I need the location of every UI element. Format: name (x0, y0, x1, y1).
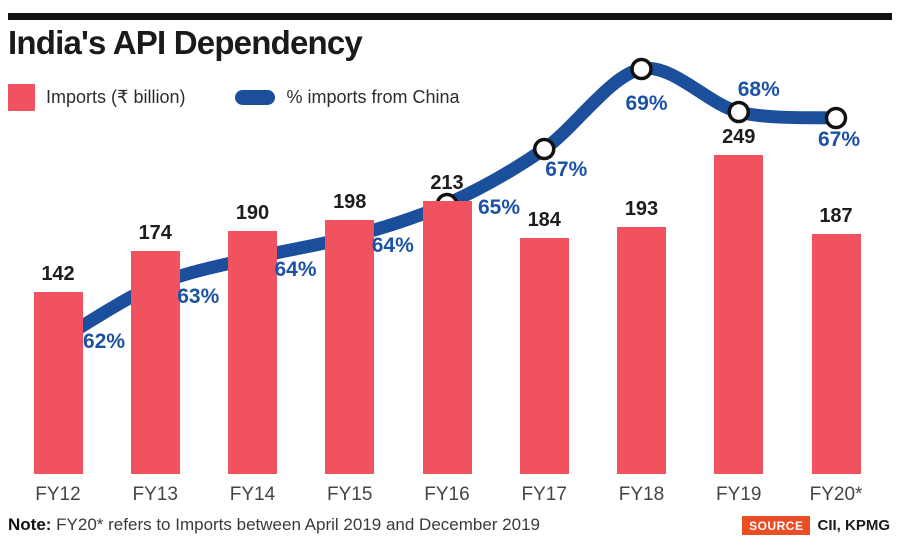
bar-value-label: 184 (527, 209, 561, 231)
data-point-marker-icon (824, 106, 848, 130)
bar-FY19 (714, 155, 764, 474)
pct-label: 62% (82, 330, 126, 353)
x-axis-label-FY12: FY12 (35, 484, 81, 505)
pct-label: 65% (477, 196, 521, 219)
bar-FY17 (519, 238, 569, 474)
pct-label: 63% (177, 285, 220, 308)
x-axis-label-FY15: FY15 (327, 484, 373, 505)
bar-value-label: 187 (819, 205, 853, 227)
footnote-text: FY20* refers to Imports between April 20… (51, 515, 541, 534)
pct-label: 67% (545, 158, 588, 181)
footnote: Note: FY20* refers to Imports between Ap… (8, 515, 540, 535)
data-point-marker-icon (630, 57, 653, 81)
data-point-marker-icon (533, 137, 556, 161)
x-axis-label-FY17: FY17 (521, 484, 567, 505)
chart-title: India's API Dependency (8, 24, 363, 61)
footnote-label: Note: (8, 515, 52, 534)
bar-FY14 (228, 231, 277, 474)
x-axis-label-FY18: FY18 (618, 484, 665, 505)
bar-value-label: 193 (624, 198, 659, 220)
bar-FY16 (422, 201, 472, 474)
source-attribution: SOURCE CII, KPMG (742, 516, 890, 535)
bar-FY18 (617, 227, 666, 474)
x-axis-label-FY14: FY14 (229, 484, 276, 505)
pct-label: 67% (817, 128, 861, 151)
x-axis-label-FY20: FY20* (809, 484, 863, 505)
source-names: CII, KPMG (817, 517, 890, 534)
x-axis-label-FY16: FY16 (424, 484, 470, 505)
bar-FY15 (325, 220, 375, 474)
bar-FY13 (130, 251, 180, 474)
bar-value-label: 249 (722, 126, 756, 148)
pct-label: 64% (274, 258, 317, 281)
pct-label: 69% (625, 92, 668, 115)
bar-value-label: 198 (333, 191, 367, 213)
x-axis-label-FY19: FY19 (716, 484, 762, 505)
bar-FY12 (33, 292, 83, 474)
pct-label: 64% (371, 234, 414, 257)
bar-value-label: 142 (41, 263, 75, 285)
bar-value-label: 213 (430, 172, 464, 194)
bar-value-label: 190 (235, 202, 270, 224)
bar-value-label: 174 (138, 222, 172, 244)
source-badge: SOURCE (742, 516, 811, 535)
bar-FY20 (811, 234, 861, 474)
data-point-marker-icon (727, 100, 750, 124)
top-rule (8, 13, 892, 20)
bar-series-swatch-icon (8, 83, 35, 111)
x-axis-label-FY13: FY13 (132, 484, 178, 505)
pct-label: 68% (737, 78, 780, 101)
